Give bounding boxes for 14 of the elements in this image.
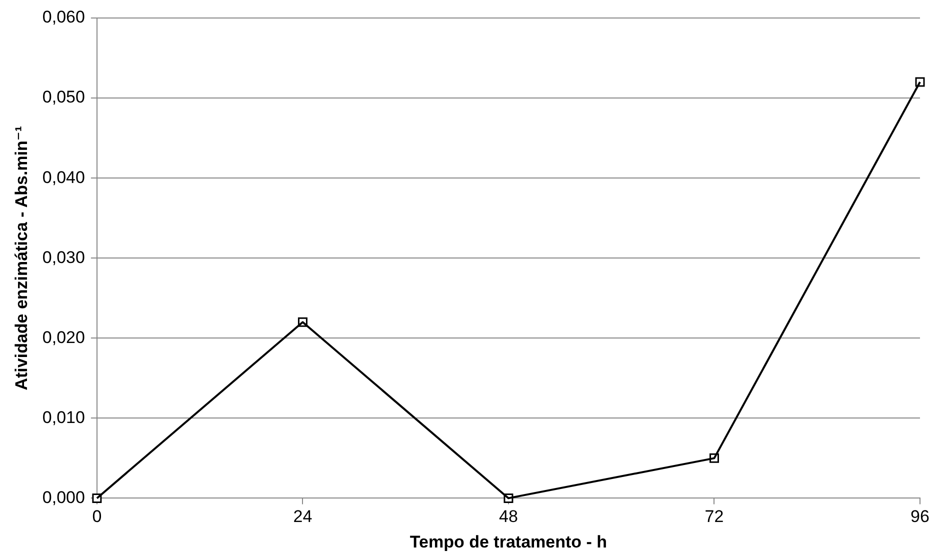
x-tick-label: 96 [910,507,930,526]
y-tick-label: 0,040 [42,168,85,187]
x-tick-label: 72 [704,507,724,526]
x-tick-label: 0 [92,507,102,526]
x-tick-label: 24 [293,507,312,526]
y-tick-label: 0,020 [42,328,85,347]
y-axis-title: Atividade enzimática - Abs.min⁻¹ [12,126,31,390]
x-axis-title: Tempo de tratamento - h [410,532,608,552]
y-tick-label: 0,000 [42,488,85,507]
y-tick-label: 0,060 [42,8,85,27]
y-tick-label: 0,010 [42,408,85,427]
y-tick-label: 0,050 [42,88,85,107]
x-tick-label: 48 [499,507,518,526]
y-tick-label: 0,030 [42,248,85,267]
